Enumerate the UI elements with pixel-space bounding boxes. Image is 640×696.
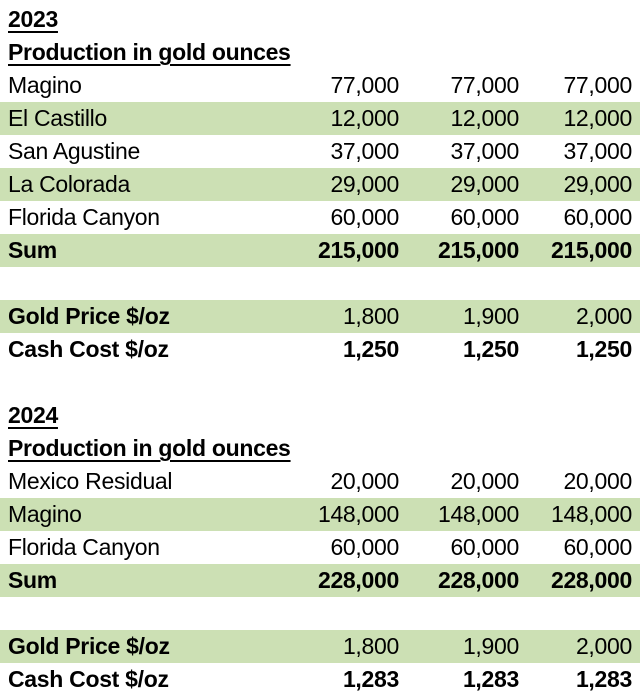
- value-cell: 29,000: [450, 171, 519, 197]
- value-cell: 60,000: [563, 534, 632, 560]
- row-label: Gold Price $/oz: [8, 303, 170, 329]
- value-cell: 228,000: [437, 567, 519, 593]
- cash-cost-row-2023: Cash Cost $/oz 1,250 1,250 1,250: [0, 333, 640, 366]
- table-row-el-castillo-2023: El Castillo 12,000 12,000 12,000: [0, 102, 640, 135]
- cash-cost-row-2024: Cash Cost $/oz 1,283 1,283 1,283: [0, 663, 640, 696]
- table-row-mexico-residual-2024: Mexico Residual 20,000 20,000 20,000: [0, 465, 640, 498]
- spacer-row: [0, 366, 640, 399]
- subtitle-label: Production in gold ounces: [8, 435, 291, 461]
- value-cell: 148,000: [317, 501, 399, 527]
- value-cell: 1,283: [462, 666, 519, 692]
- table-row-la-colorada-2023: La Colorada 29,000 29,000 29,000: [0, 168, 640, 201]
- spacer-row: [0, 597, 640, 630]
- value-cell: 1,900: [462, 303, 519, 329]
- table-row-sum-2024: Sum 228,000 228,000 228,000: [0, 564, 640, 597]
- value-cell: 77,000: [450, 72, 519, 98]
- value-cell: 29,000: [563, 171, 632, 197]
- value-cell: 228,000: [550, 567, 632, 593]
- value-cell: 2,000: [575, 633, 632, 659]
- year-heading-2024: 2024: [0, 399, 640, 432]
- value-cell: 148,000: [437, 501, 519, 527]
- row-label: Magino: [8, 72, 82, 98]
- row-label: Gold Price $/oz: [8, 633, 170, 659]
- row-label: San Agustine: [8, 138, 140, 164]
- value-cell: 1,900: [462, 633, 519, 659]
- row-label: Cash Cost $/oz: [8, 666, 169, 692]
- table-row-florida-canyon-2024: Florida Canyon 60,000 60,000 60,000: [0, 531, 640, 564]
- section-subtitle-2024: Production in gold ounces: [0, 432, 640, 465]
- value-cell: 60,000: [330, 534, 399, 560]
- value-cell: 60,000: [330, 204, 399, 230]
- value-cell: 2,000: [575, 303, 632, 329]
- year-heading-2023: 2023: [0, 3, 640, 36]
- value-cell: 1,250: [342, 336, 399, 362]
- value-cell: 1,250: [575, 336, 632, 362]
- table-row-magino-2024: Magino 148,000 148,000 148,000: [0, 498, 640, 531]
- value-cell: 215,000: [317, 237, 399, 263]
- value-cell: 37,000: [330, 138, 399, 164]
- value-cell: 29,000: [330, 171, 399, 197]
- value-cell: 1,250: [462, 336, 519, 362]
- value-cell: 1,800: [342, 633, 399, 659]
- value-cell: 228,000: [317, 567, 399, 593]
- value-cell: 20,000: [330, 468, 399, 494]
- value-cell: 148,000: [550, 501, 632, 527]
- value-cell: 12,000: [450, 105, 519, 131]
- value-cell: 77,000: [563, 72, 632, 98]
- value-cell: 60,000: [450, 204, 519, 230]
- value-cell: 37,000: [450, 138, 519, 164]
- table-row-san-agustine-2023: San Agustine 37,000 37,000 37,000: [0, 135, 640, 168]
- year-label: 2023: [8, 6, 58, 32]
- spacer-row: [0, 267, 640, 300]
- value-cell: 20,000: [450, 468, 519, 494]
- section-subtitle-2023: Production in gold ounces: [0, 36, 640, 69]
- row-label: Florida Canyon: [8, 534, 160, 560]
- gold-price-row-2023: Gold Price $/oz 1,800 1,900 2,000: [0, 300, 640, 333]
- row-label: Sum: [8, 237, 57, 263]
- row-label: El Castillo: [8, 105, 107, 131]
- value-cell: 77,000: [330, 72, 399, 98]
- value-cell: 37,000: [563, 138, 632, 164]
- value-cell: 60,000: [563, 204, 632, 230]
- value-cell: 1,283: [342, 666, 399, 692]
- value-cell: 1,800: [342, 303, 399, 329]
- row-label: Magino: [8, 501, 82, 527]
- row-label: Sum: [8, 567, 57, 593]
- value-cell: 215,000: [550, 237, 632, 263]
- table-row-florida-canyon-2023: Florida Canyon 60,000 60,000 60,000: [0, 201, 640, 234]
- year-label: 2024: [8, 402, 58, 428]
- subtitle-label: Production in gold ounces: [8, 39, 291, 65]
- row-label: La Colorada: [8, 171, 131, 197]
- gold-price-row-2024: Gold Price $/oz 1,800 1,900 2,000: [0, 630, 640, 663]
- value-cell: 12,000: [563, 105, 632, 131]
- value-cell: 215,000: [437, 237, 519, 263]
- row-label: Cash Cost $/oz: [8, 336, 169, 362]
- row-label: Mexico Residual: [8, 468, 173, 494]
- table-row-sum-2023: Sum 215,000 215,000 215,000: [0, 234, 640, 267]
- value-cell: 20,000: [563, 468, 632, 494]
- value-cell: 12,000: [330, 105, 399, 131]
- value-cell: 1,283: [575, 666, 632, 692]
- table-row-magino-2023: Magino 77,000 77,000 77,000: [0, 69, 640, 102]
- value-cell: 60,000: [450, 534, 519, 560]
- row-label: Florida Canyon: [8, 204, 160, 230]
